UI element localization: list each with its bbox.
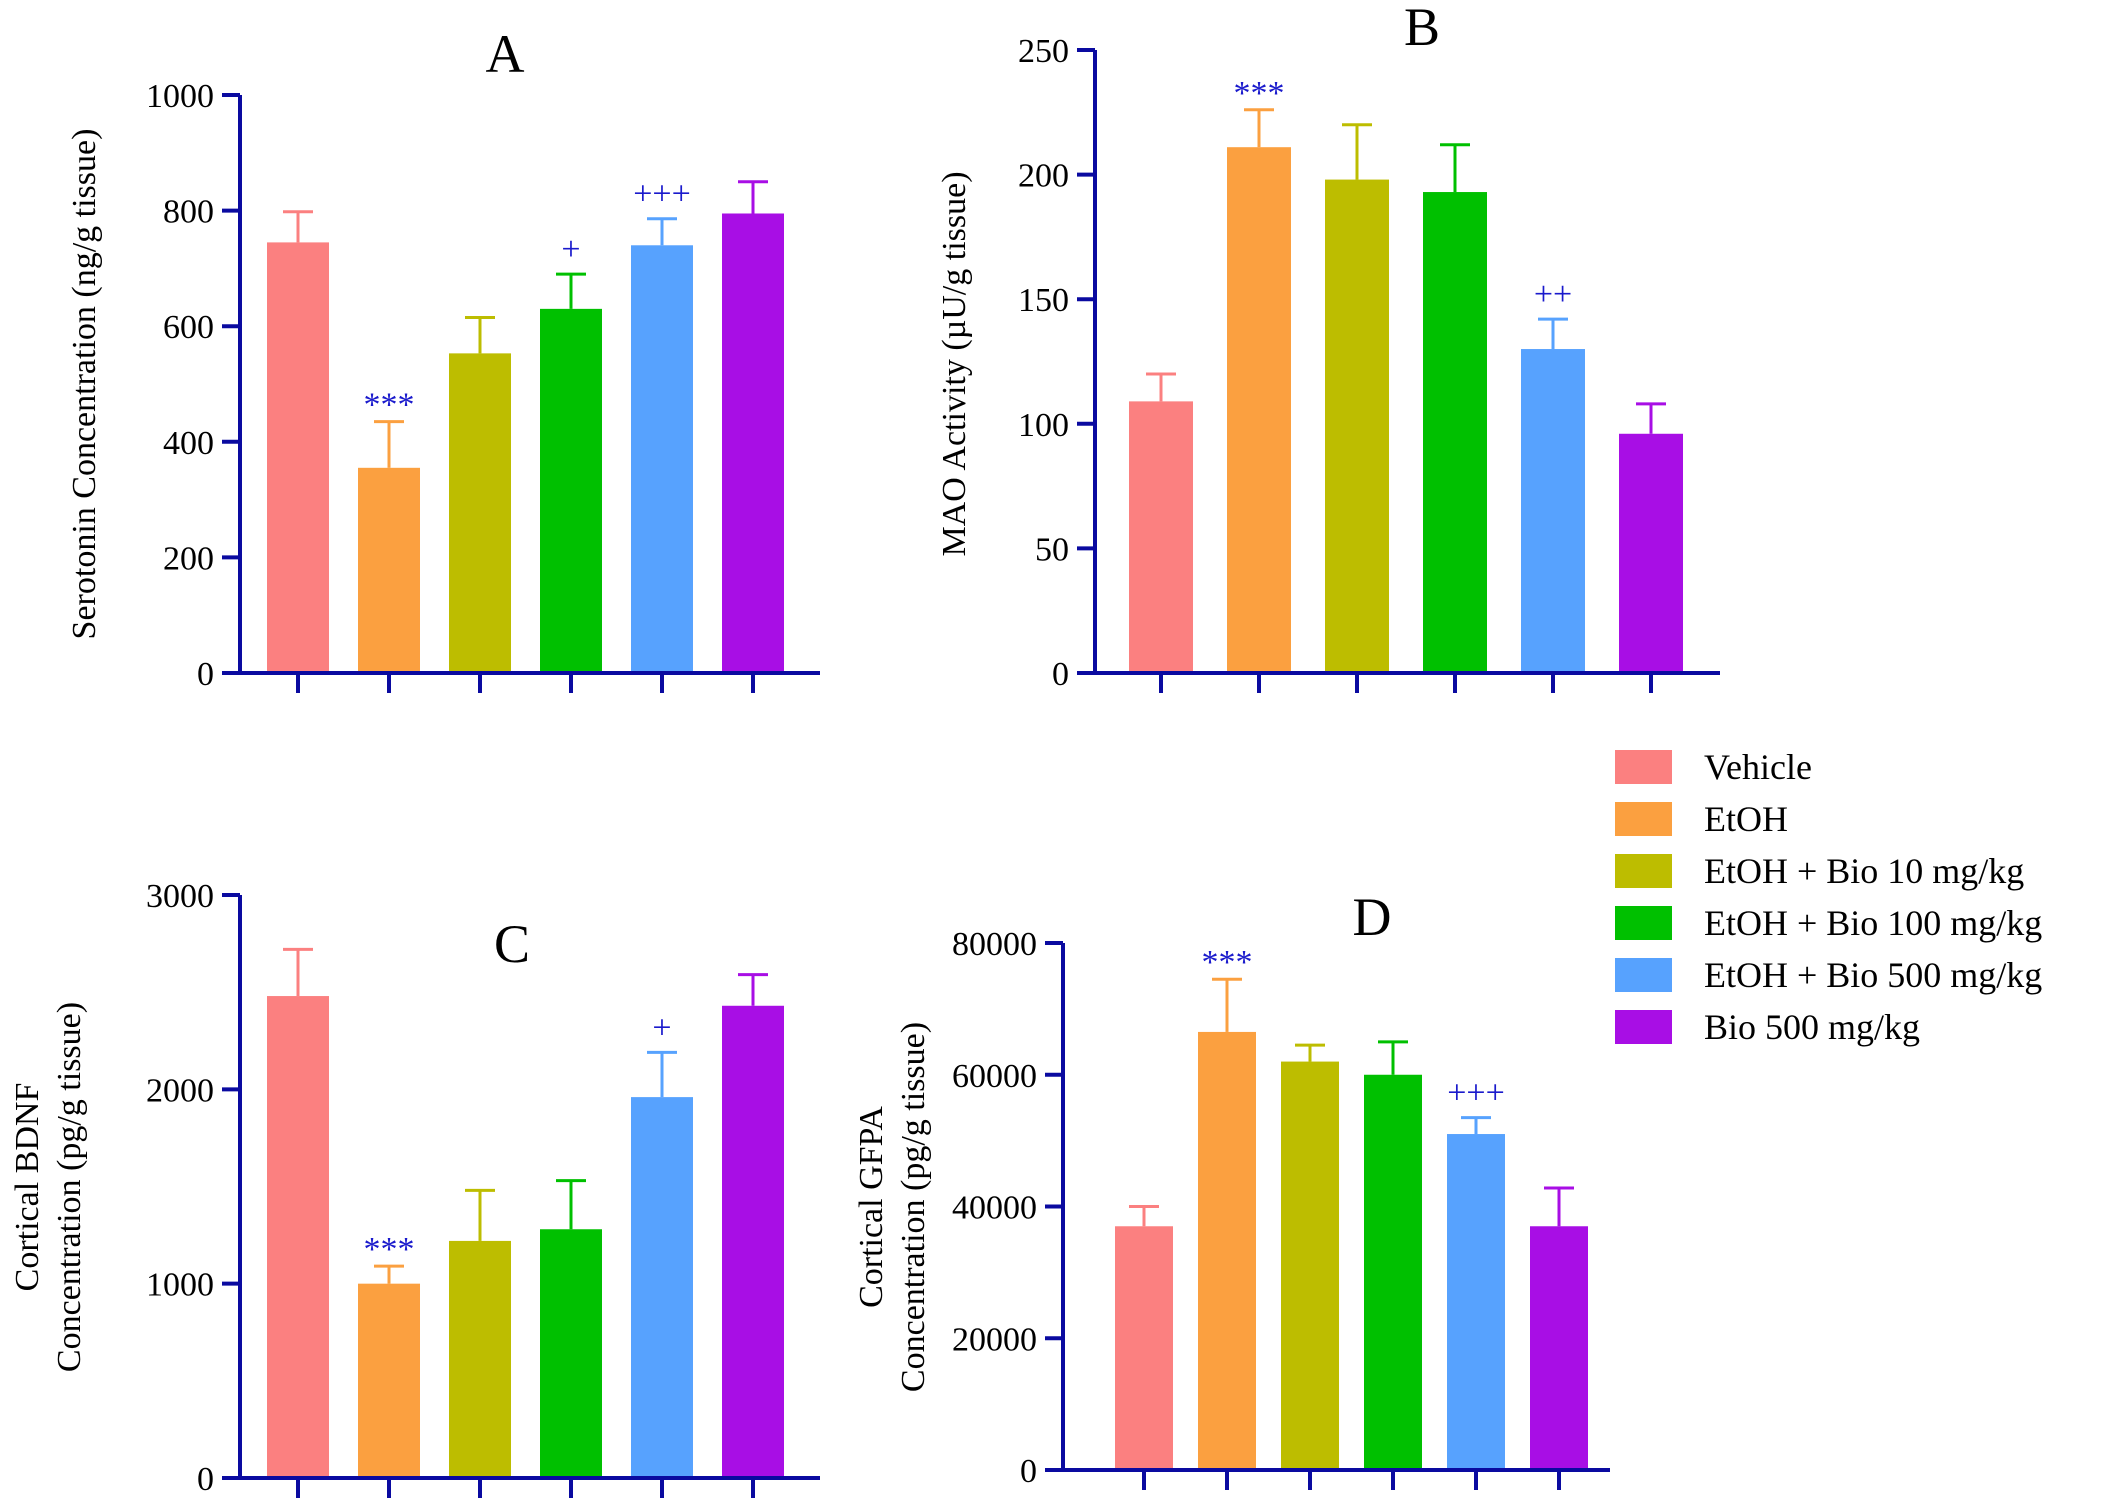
- bar: [722, 213, 784, 674]
- y-axis-title: Concentration (pg/g tissue): [895, 1022, 932, 1392]
- y-axis-title: Cortical GFPA: [853, 1106, 890, 1308]
- y-tick-label: 3000: [146, 878, 214, 915]
- legend-label: EtOH + Bio 10 mg/kg: [1704, 851, 2024, 891]
- y-tick-label: 1000: [146, 78, 214, 115]
- bar: [1325, 179, 1389, 674]
- legend-label: EtOH + Bio 500 mg/kg: [1704, 955, 2042, 995]
- panel-c: C *** +0 1000 2000 3000 Cortical BDNF Concentra…: [9, 878, 820, 1498]
- bar: [631, 245, 693, 673]
- legend-swatch: [1615, 1010, 1672, 1044]
- y-tick-label: 80000: [952, 926, 1037, 963]
- bar: [267, 242, 329, 673]
- y-tick-label: 150: [1018, 282, 1069, 319]
- y-tick-label: 0: [197, 1461, 214, 1498]
- significance-label: +: [652, 1009, 671, 1046]
- y-tick-label: 60000: [952, 1058, 1037, 1095]
- significance-label: ++: [1534, 276, 1572, 313]
- bar: [1530, 1226, 1588, 1470]
- bar: [1619, 433, 1683, 673]
- legend: Vehicle EtOH EtOH + Bio 10 mg/kg EtOH + Bio…: [1615, 747, 2042, 1047]
- bar: [540, 308, 602, 673]
- y-tick-label: 100: [1018, 407, 1069, 444]
- y-tick-label: 200: [1018, 158, 1069, 195]
- bar: [722, 1005, 784, 1478]
- y-tick-label: 600: [163, 309, 214, 346]
- y-axis-title: MAO Activity (µU/g tissue): [936, 171, 973, 556]
- significance-label: +++: [1447, 1075, 1505, 1112]
- y-tick-label: 200: [163, 540, 214, 577]
- significance-label: +: [561, 231, 580, 268]
- bar: [1447, 1134, 1505, 1470]
- legend-swatch: [1615, 906, 1672, 940]
- y-axis-title: Serotonin Concentration (ng/g tissue): [66, 129, 103, 640]
- bar: [358, 1283, 420, 1478]
- y-tick-label: 1000: [146, 1267, 214, 1304]
- y-axis-title: Concentration (pg/g tissue): [51, 1002, 88, 1372]
- legend-item: Bio 500 mg/kg: [1615, 1007, 1920, 1047]
- legend-item: EtOH + Bio 10 mg/kg: [1615, 851, 2024, 891]
- legend-swatch: [1615, 958, 1672, 992]
- y-tick-label: 40000: [952, 1190, 1037, 1227]
- bar: [1364, 1074, 1422, 1470]
- legend-label: EtOH + Bio 100 mg/kg: [1704, 903, 2042, 943]
- panel-letter: C: [494, 914, 530, 974]
- panel-letter: B: [1404, 0, 1440, 57]
- legend-label: Bio 500 mg/kg: [1704, 1007, 1920, 1047]
- legend-item: EtOH + Bio 100 mg/kg: [1615, 903, 2042, 943]
- bar: [1129, 401, 1193, 673]
- bar: [449, 353, 511, 673]
- y-tick-label: 2000: [146, 1072, 214, 1109]
- panel-b: B *** ++ 0 50 100 150 200 250 MAO Activity (µU/g …: [936, 0, 1720, 693]
- bar: [358, 467, 420, 673]
- bar: [540, 1229, 602, 1478]
- significance-label: ***: [364, 387, 415, 424]
- significance-label: ***: [1234, 75, 1285, 112]
- bar: [1115, 1226, 1173, 1470]
- legend-label: EtOH: [1704, 799, 1788, 839]
- bar: [1227, 147, 1291, 674]
- panel-letter: A: [486, 24, 525, 84]
- y-tick-label: 50: [1035, 531, 1069, 568]
- y-axis-title: Cortical BDNF: [9, 1083, 46, 1292]
- bar: [1281, 1061, 1339, 1470]
- y-tick-label: 400: [163, 425, 214, 462]
- legend-swatch: [1615, 750, 1672, 784]
- bar: [631, 1097, 693, 1478]
- significance-label: ***: [364, 1231, 415, 1268]
- bar: [1198, 1031, 1256, 1470]
- legend-item: Vehicle: [1615, 747, 1812, 787]
- significance-label: +++: [633, 176, 691, 213]
- y-tick-label: 800: [163, 194, 214, 231]
- panel-letter: D: [1353, 887, 1392, 947]
- y-tick-label: 20000: [952, 1321, 1037, 1358]
- panel-d: D *** +++ 0 20000 40000 60000 80000 Cortical GFP…: [853, 887, 1610, 1490]
- legend-swatch: [1615, 854, 1672, 888]
- y-tick-label: 250: [1018, 33, 1069, 70]
- legend-item: EtOH: [1615, 799, 1788, 839]
- bar: [449, 1240, 511, 1478]
- significance-label: ***: [1202, 944, 1253, 981]
- y-tick-label: 0: [197, 656, 214, 693]
- bar: [1423, 192, 1487, 673]
- y-tick-label: 0: [1052, 656, 1069, 693]
- bar: [267, 996, 329, 1478]
- legend-swatch: [1615, 802, 1672, 836]
- legend-label: Vehicle: [1704, 747, 1812, 787]
- y-tick-label: 0: [1020, 1453, 1037, 1490]
- bar: [1521, 349, 1585, 673]
- legend-item: EtOH + Bio 500 mg/kg: [1615, 955, 2042, 995]
